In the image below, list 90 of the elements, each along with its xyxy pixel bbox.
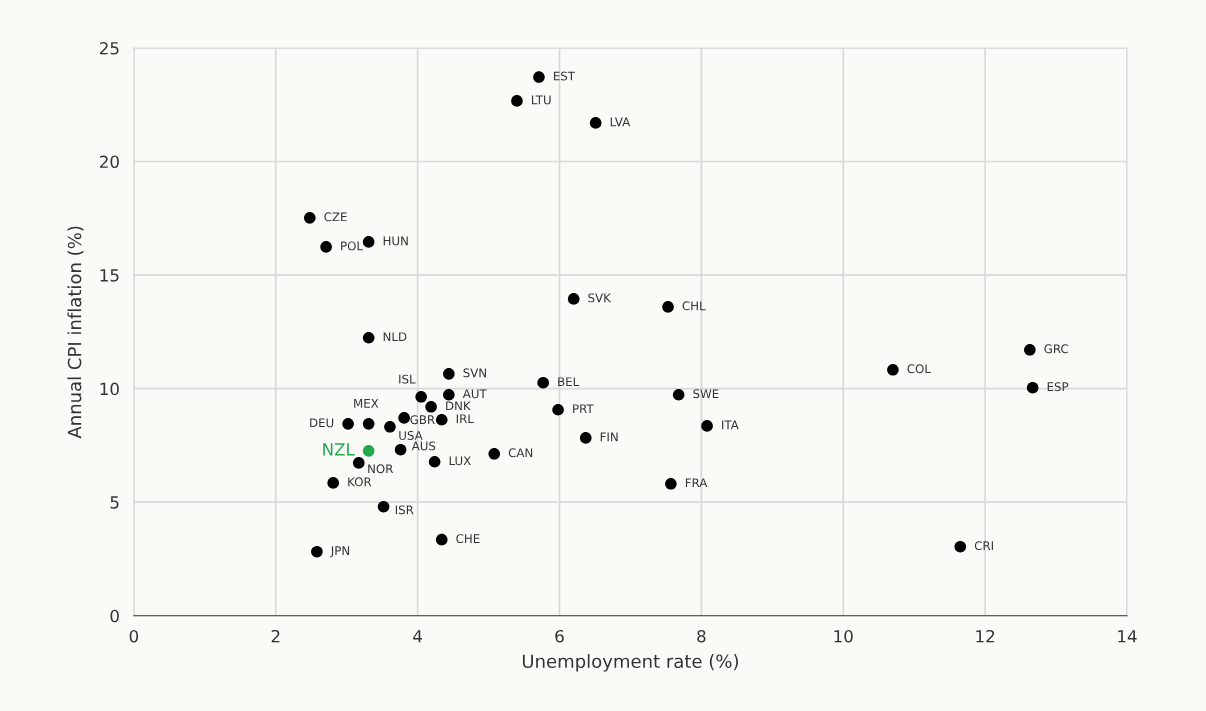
annotation: JPN: [330, 546, 350, 558]
x-tick-label: 12: [976, 629, 995, 643]
point: [552, 403, 564, 416]
annotation: MEX: [354, 399, 379, 408]
annotation: IRL: [456, 414, 474, 423]
point: [887, 363, 899, 376]
point: [342, 418, 354, 430]
annotation: KOR: [348, 477, 372, 487]
point: [435, 413, 448, 426]
annotation: BEL: [558, 377, 580, 386]
annotation: SVK: [588, 293, 612, 303]
annotation: USA: [399, 431, 423, 440]
point: [672, 388, 685, 401]
point: [362, 236, 375, 248]
y-tick-label: 0: [110, 609, 119, 623]
point: [511, 95, 523, 107]
point: [362, 418, 375, 430]
y-tick-label: 20: [99, 155, 119, 169]
point: [567, 293, 580, 305]
annotation: CHL: [682, 301, 706, 311]
point: [435, 533, 448, 546]
annotation: FIN: [600, 432, 618, 442]
annotation: HUN: [383, 236, 408, 246]
annotation: EST: [553, 71, 576, 81]
point: [428, 455, 441, 468]
point: [394, 443, 407, 456]
annotation: GRC: [1044, 344, 1069, 354]
point: [662, 301, 674, 313]
point: [384, 420, 396, 433]
point: [352, 457, 365, 469]
point: [415, 391, 427, 403]
x-tick-label: 10: [834, 629, 853, 643]
point: [443, 368, 455, 380]
point: [362, 331, 375, 344]
x-tick-label: 8: [697, 629, 706, 643]
annotation: LUX: [449, 456, 471, 466]
x-axis-title: Unemployment rate (%): [522, 654, 738, 672]
annotation: ISL: [399, 374, 416, 384]
point: [537, 376, 549, 389]
y-tick-label: 15: [100, 269, 119, 282]
annotation: CAN: [508, 448, 533, 458]
point: [1026, 381, 1039, 394]
annotation: LVA: [610, 117, 631, 127]
x-tick-label: 4: [413, 630, 422, 643]
annotation: SWE: [693, 389, 719, 399]
annotation: CHE: [456, 534, 480, 544]
y-tick-label: 25: [99, 41, 119, 55]
point: [533, 71, 545, 83]
annotation: DNK: [446, 401, 471, 411]
point: [701, 420, 713, 432]
annotation: DEU: [310, 418, 334, 428]
annotation: PRT: [573, 404, 594, 414]
annotation: LTU: [531, 95, 551, 105]
annotation: AUS: [411, 441, 436, 451]
point: [579, 432, 592, 444]
point: [362, 445, 375, 457]
annotation: ITA: [722, 420, 739, 430]
point: [327, 477, 340, 489]
annotation: GBR: [410, 415, 435, 425]
annotation: NLD: [383, 332, 407, 342]
annotation: SVN: [463, 368, 486, 378]
annotation: CRI: [974, 541, 993, 551]
point: [443, 388, 455, 401]
annotation: ESP: [1047, 382, 1069, 392]
point: [665, 477, 677, 490]
point: [398, 412, 410, 424]
annotation: AUT: [462, 389, 487, 399]
y-tick-label: 5: [110, 496, 119, 509]
point: [303, 212, 316, 224]
y-tick-label: 10: [100, 382, 119, 396]
annotation: NOR: [368, 464, 394, 474]
x-tick-label: 14: [1118, 630, 1137, 643]
point: [425, 400, 437, 413]
x-tick-label: 2: [271, 629, 280, 643]
point: [311, 545, 323, 558]
x-tick-label: 6: [555, 629, 564, 643]
y-axis-title: Annual CPI inflation (%): [67, 226, 84, 439]
annotation: NZL: [323, 443, 355, 456]
point: [589, 117, 602, 129]
annotation: COL: [907, 364, 931, 374]
point: [1024, 343, 1036, 356]
annotation: FRA: [685, 478, 708, 488]
point: [320, 241, 332, 253]
point: [488, 448, 501, 460]
annotation: CZE: [324, 212, 347, 222]
x-tick-label: 0: [129, 629, 139, 643]
annotation: POL: [341, 241, 363, 251]
annotation: ISR: [395, 505, 414, 515]
point: [954, 540, 967, 553]
point: [377, 500, 390, 513]
